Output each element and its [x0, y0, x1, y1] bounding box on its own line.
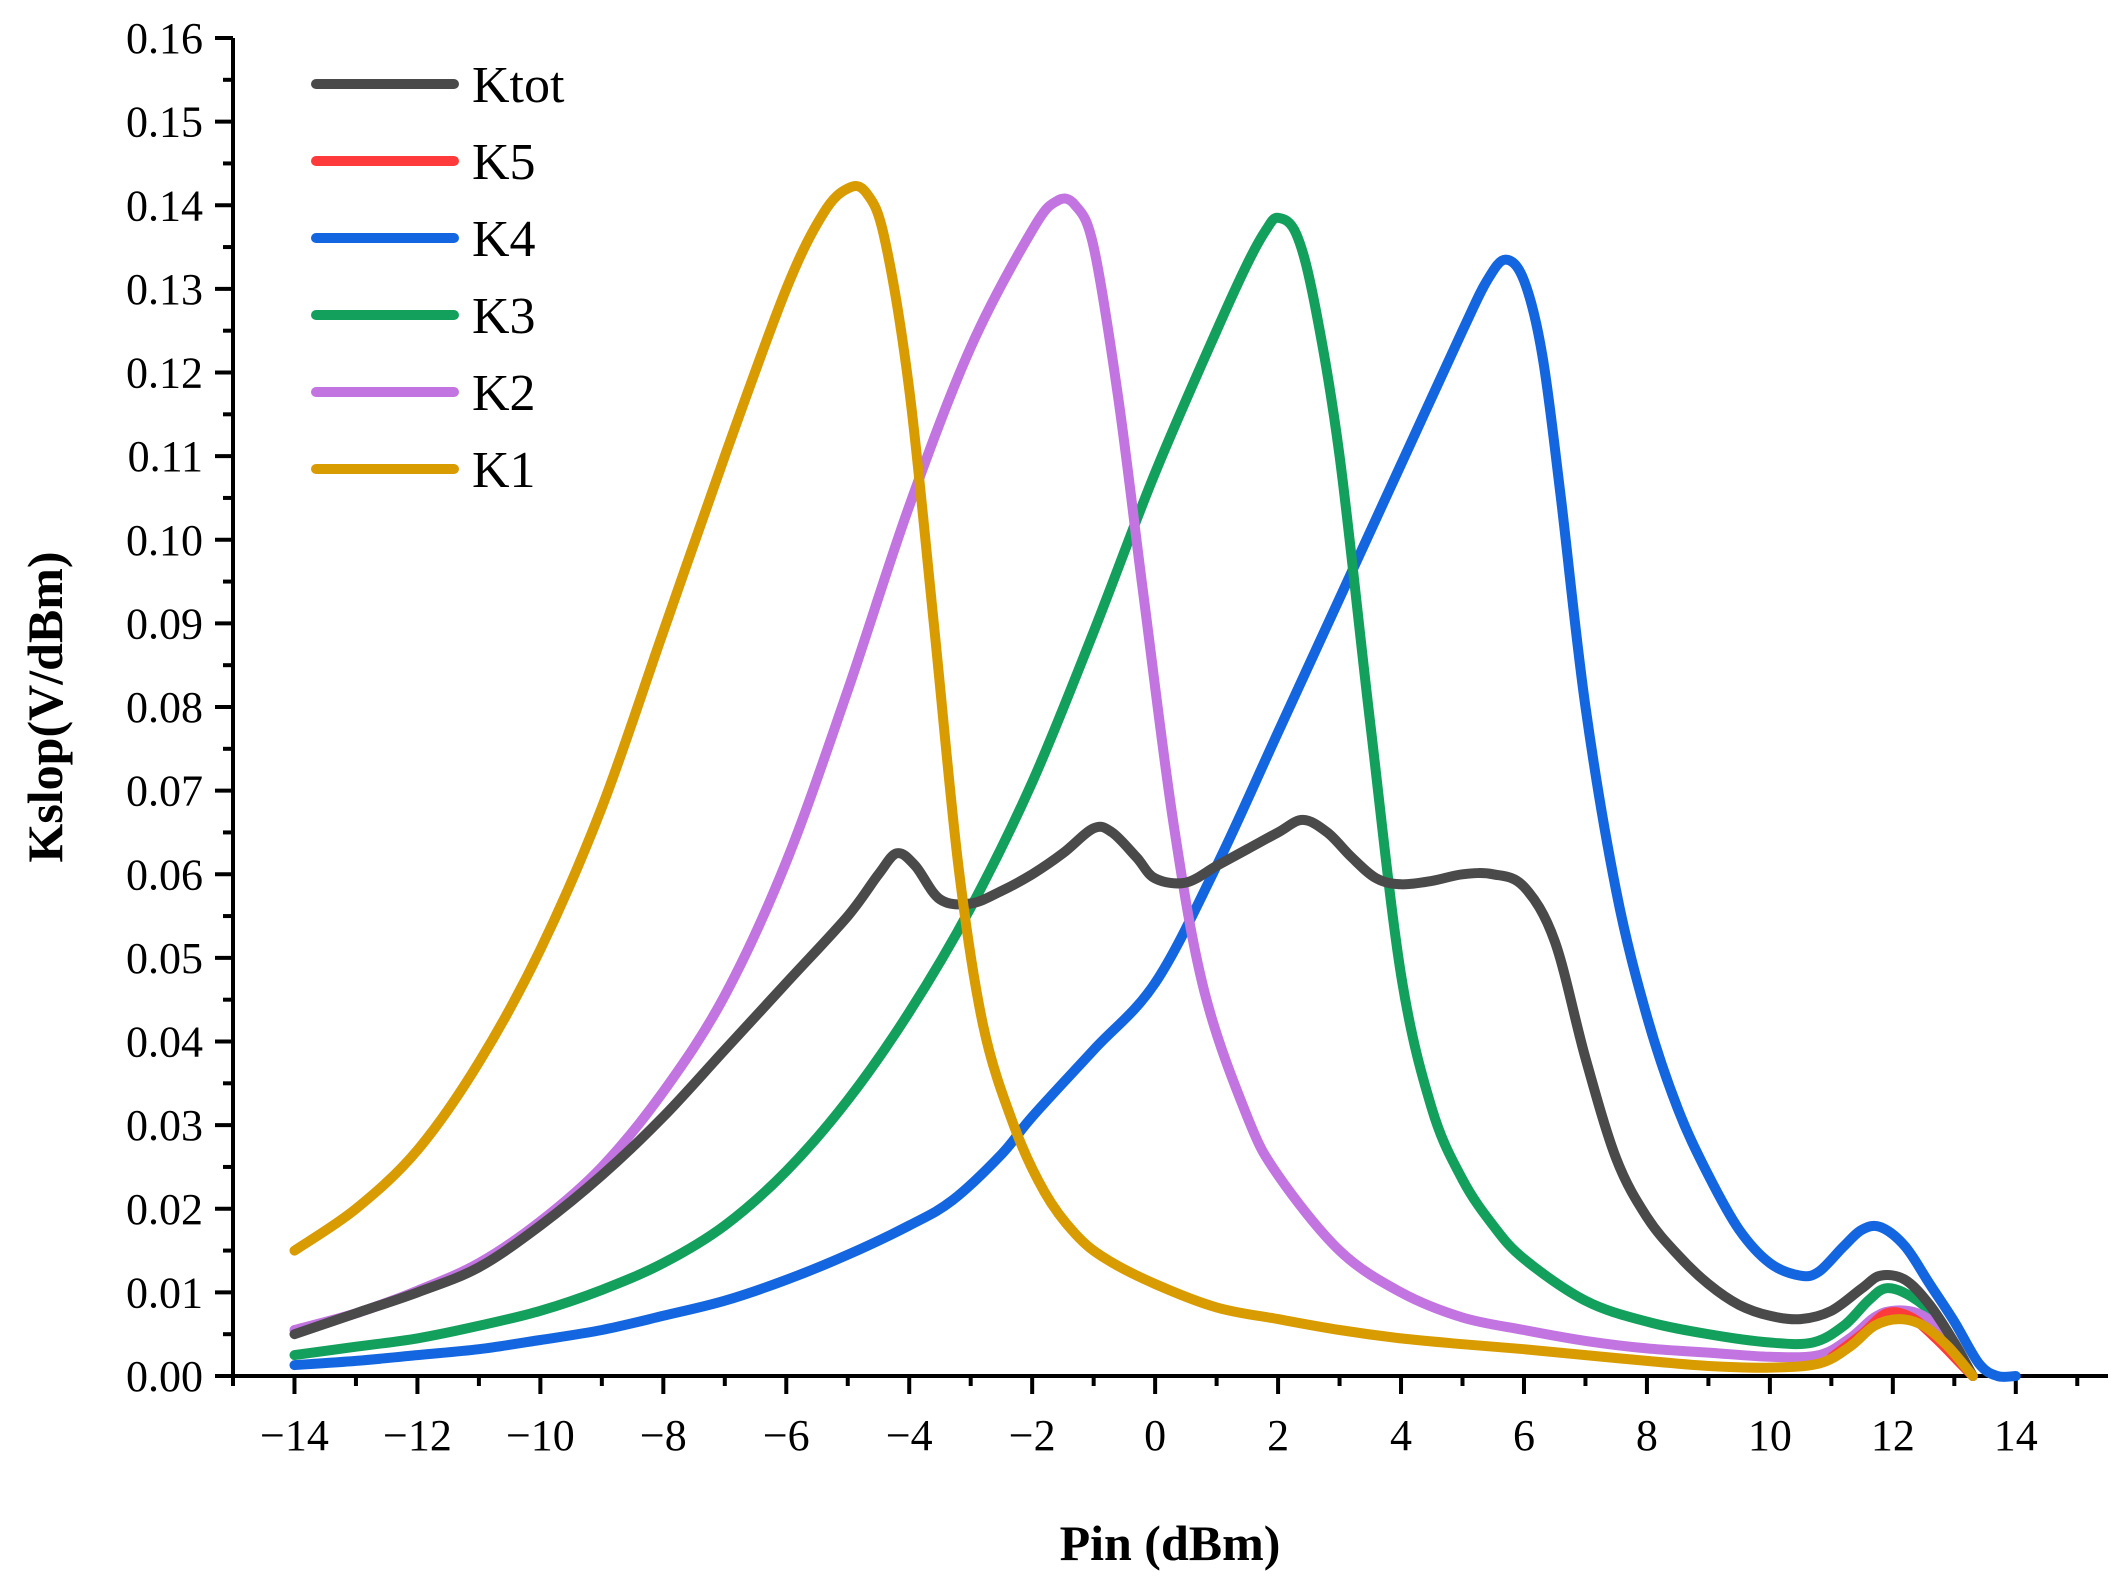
y-axis-title: Kslop(V/dBm)	[17, 551, 73, 862]
y-tick-label: 0.09	[126, 599, 203, 648]
series-group	[289, 181, 2021, 1382]
x-tick-label: −8	[640, 1411, 687, 1460]
series-line-k1	[289, 181, 1978, 1381]
x-tick-label: 2	[1267, 1411, 1289, 1460]
legend-label: K3	[472, 288, 536, 345]
x-tick-label: −14	[260, 1411, 329, 1460]
y-tick-label: 0.15	[126, 98, 203, 147]
x-ticks-group: −14 −12 −10 −8 −6 −4 −2 0 2 4 6 8 10 12 14	[231, 1376, 2080, 1460]
y-tick-label: 0.08	[126, 683, 203, 732]
legend: Ktot K5 K4 K3 K2 K1	[311, 57, 565, 499]
x-tick-label: −6	[763, 1411, 810, 1460]
y-tick-label: 0.05	[126, 934, 203, 983]
y-tick-label: 0.04	[126, 1018, 203, 1067]
series-line-k3	[289, 212, 1978, 1381]
x-tick-label: 10	[1748, 1411, 1792, 1460]
x-tick-label: −4	[886, 1411, 933, 1460]
x-tick-label: 12	[1871, 1411, 1915, 1460]
legend-label: Ktot	[472, 57, 565, 114]
y-tick-label: 0.07	[126, 767, 203, 816]
y-tick-label: 0.02	[126, 1185, 203, 1234]
legend-label: K4	[472, 211, 536, 268]
y-tick-label: 0.06	[126, 850, 203, 899]
y-tick-label: 0.03	[126, 1101, 203, 1150]
legend-label: K5	[472, 134, 536, 191]
y-tick-label: 0.13	[126, 265, 203, 314]
x-tick-label: −10	[506, 1411, 575, 1460]
y-tick-label: 0.14	[126, 181, 203, 230]
y-ticks-group: 0.00 0.01 0.02 0.03 0.04 0.05 0.06 0.07 0.08 0.09…	[126, 14, 233, 1401]
series-line-k2	[289, 193, 1978, 1381]
series-line-ktot	[289, 814, 1978, 1381]
series-line-k4	[289, 254, 2021, 1382]
x-tick-label: 4	[1390, 1411, 1412, 1460]
y-tick-label: 0.12	[126, 349, 203, 398]
y-tick-label: 0.10	[126, 516, 203, 565]
y-tick-label: 0.16	[126, 14, 203, 63]
x-tick-label: 14	[1994, 1411, 2038, 1460]
legend-label: K2	[472, 365, 536, 422]
x-axis-title: Pin (dBm)	[1060, 1515, 1281, 1571]
y-tick-label: 0.11	[128, 432, 203, 481]
y-tick-label: 0.00	[126, 1352, 203, 1401]
x-tick-label: 8	[1636, 1411, 1658, 1460]
x-tick-label: 6	[1513, 1411, 1535, 1460]
legend-label: K1	[472, 442, 536, 499]
x-tick-label: −2	[1009, 1411, 1056, 1460]
x-tick-label: 0	[1144, 1411, 1166, 1460]
x-tick-label: −12	[383, 1411, 452, 1460]
y-tick-label: 0.01	[126, 1268, 203, 1317]
